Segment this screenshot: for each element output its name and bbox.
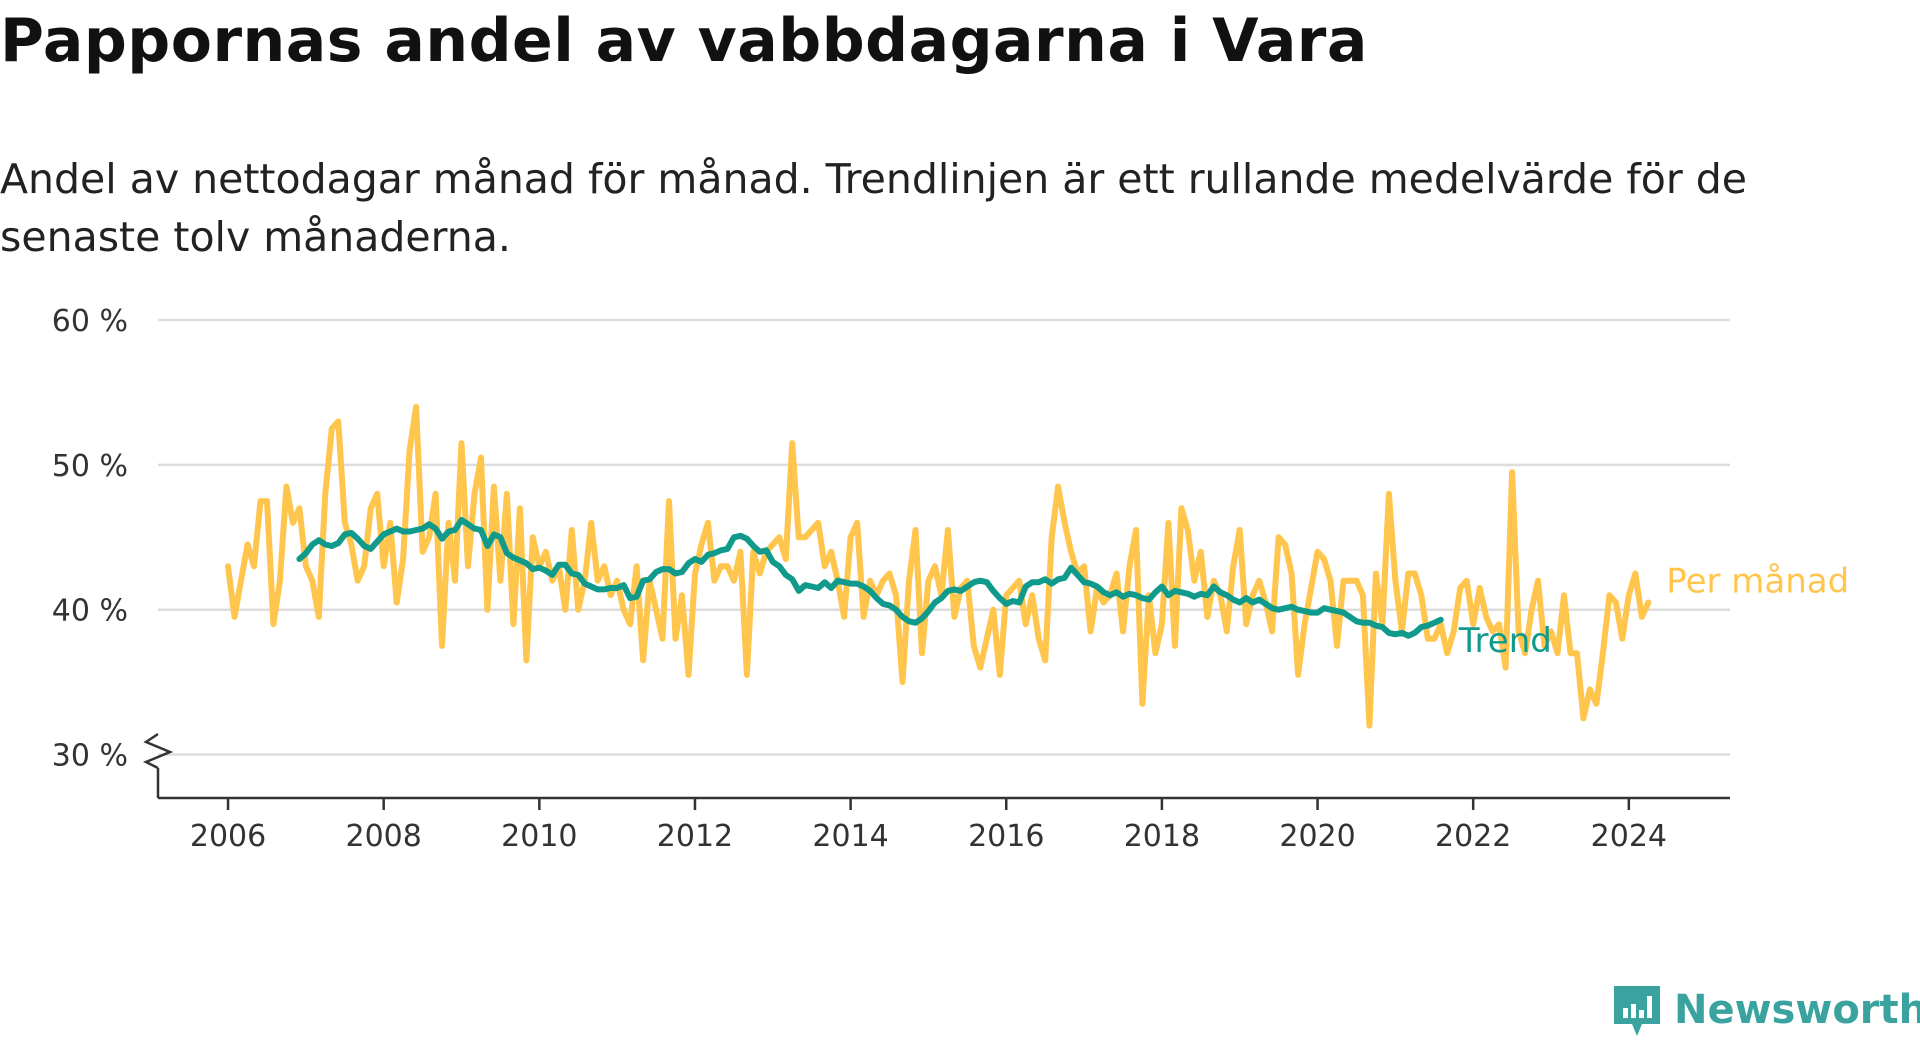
x-tick-label: 2012 — [657, 819, 733, 854]
axis-break-mark — [142, 732, 174, 770]
page-subtitle: Andel av nettodagar månad för månad. Tre… — [0, 155, 1747, 261]
series-line-per-manad — [225, 403, 1652, 729]
x-tick-label: 2024 — [1591, 819, 1667, 854]
y-tick-label: 40 % — [52, 594, 128, 629]
y-axis-ticks: 30 % 40 % 50 % 60 % — [52, 304, 128, 774]
legend-label-trend: Trend — [1458, 621, 1552, 661]
x-tick-label: 2018 — [1124, 819, 1200, 854]
x-tick-label: 2014 — [812, 819, 888, 854]
series-line-trend — [296, 516, 1444, 639]
x-axis: 2006 2008 2010 2012 2014 2016 2018 2020 2022 2024 — [142, 732, 1730, 854]
y-tick-label: 60 % — [52, 304, 128, 339]
x-tick-label: 2010 — [501, 819, 577, 854]
chart-series — [225, 403, 1652, 729]
x-tick-label: 2006 — [190, 819, 266, 854]
legend: Per månad Trend — [1458, 561, 1849, 660]
line-chart: 30 % 40 % 50 % 60 % 2006 2008 2010 2012 2014 201… — [52, 304, 1849, 854]
x-tick-label: 2008 — [346, 819, 422, 854]
legend-label-per-manad: Per månad — [1666, 561, 1849, 601]
brand-name: Newsworthy — [1674, 987, 1920, 1033]
x-tick-label: 2016 — [968, 819, 1044, 854]
y-tick-label: 50 % — [52, 449, 128, 484]
x-tick-label: 2022 — [1435, 819, 1511, 854]
page-title: Pappornas andel av vabbdagarna i Vara — [0, 6, 1368, 76]
newsworthy-icon — [1614, 986, 1660, 1036]
y-tick-label: 30 % — [52, 739, 128, 774]
brand-logo: Newsworthy — [1612, 982, 1920, 1038]
x-tick-label: 2020 — [1279, 819, 1355, 854]
